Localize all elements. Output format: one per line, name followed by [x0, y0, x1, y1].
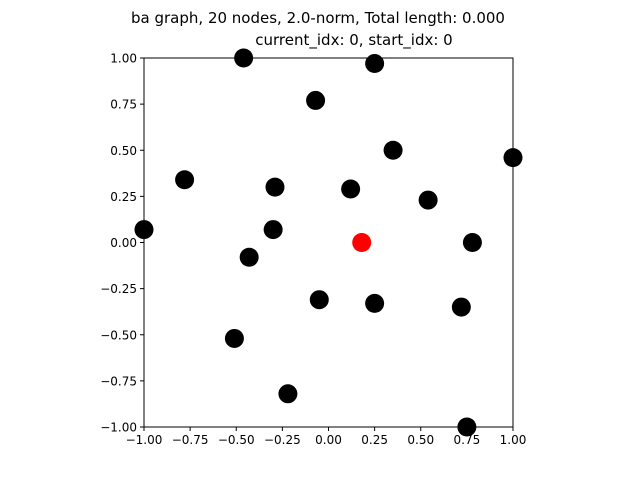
- y-tick-label: −0.25: [100, 282, 137, 296]
- graph-node-3: [383, 140, 403, 160]
- y-tick-label: 0.50: [110, 144, 137, 158]
- y-tick-label: 0.25: [110, 190, 137, 204]
- x-tick-label: −0.50: [218, 433, 255, 447]
- x-tick-label: 0.75: [454, 433, 481, 447]
- x-tick-label: 0.50: [407, 433, 434, 447]
- graph-node-12: [239, 247, 259, 267]
- graph-node-16: [224, 328, 244, 348]
- x-tick-label: −1.00: [126, 433, 163, 447]
- y-tick-label: −0.75: [100, 374, 137, 388]
- graph-node-13: [309, 290, 329, 310]
- y-tick-label: 0.00: [110, 236, 137, 250]
- x-tick-label: 0.00: [315, 433, 342, 447]
- x-tick-label: −0.25: [264, 433, 301, 447]
- graph-node-15: [451, 297, 471, 317]
- x-tick-label: 1.00: [500, 433, 527, 447]
- graph-node-10: [263, 220, 283, 240]
- y-tick-label: −0.50: [100, 328, 137, 342]
- graph-node-14: [365, 293, 385, 313]
- x-tick-label: −0.75: [172, 433, 209, 447]
- graph-node-11: [462, 233, 482, 252]
- y-tick-label: 1.00: [110, 52, 137, 66]
- current-node: [352, 233, 372, 252]
- plot-area: [134, 48, 523, 437]
- y-tick-label: 0.75: [110, 98, 137, 112]
- graph-node-5: [175, 170, 195, 190]
- y-tick-label: −1.00: [100, 421, 137, 435]
- graph-node-7: [341, 179, 361, 199]
- axes: −1.00 −0.75 −0.50 −0.25 0.00 0.25 0.50 0.75 1.00…: [100, 52, 526, 448]
- graph-node-2: [306, 90, 326, 110]
- x-tick-label: 0.25: [361, 433, 388, 447]
- chart-title-line1: ba graph, 20 nodes, 2.0-norm, Total leng…: [131, 9, 505, 27]
- graph-node-1: [365, 54, 385, 74]
- graph-node-6: [265, 177, 285, 197]
- graph-node-8: [418, 190, 438, 210]
- graph-node-17: [278, 384, 298, 404]
- chart-title-line2: current_idx: 0, start_idx: 0: [255, 31, 452, 50]
